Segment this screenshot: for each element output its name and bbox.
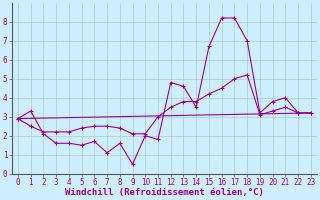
X-axis label: Windchill (Refroidissement éolien,°C): Windchill (Refroidissement éolien,°C): [65, 188, 264, 197]
